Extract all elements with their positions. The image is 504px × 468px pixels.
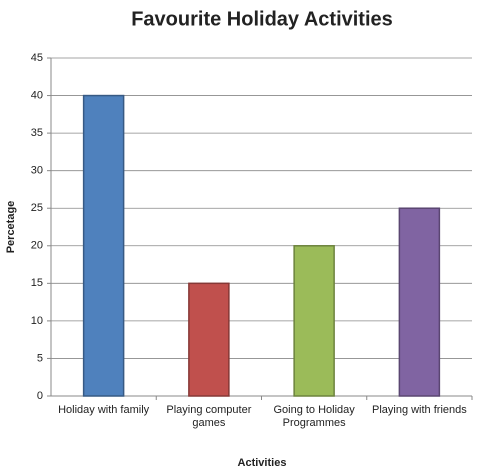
bar <box>398 207 441 397</box>
y-axis-title: Percetage <box>5 201 17 254</box>
y-tick-label: 20 <box>31 240 43 252</box>
x-tick-label: Holiday with family <box>58 404 150 416</box>
bar <box>293 245 335 397</box>
chart-title: Favourite Holiday Activities <box>131 8 393 30</box>
x-axis-title: Activities <box>238 457 287 468</box>
x-tick-label: Playing computer games <box>166 404 252 429</box>
bar <box>188 282 230 397</box>
x-tick-label: Playing with friends <box>371 404 467 416</box>
bar <box>82 94 125 397</box>
y-tick-label: 5 <box>37 352 43 364</box>
y-tick-label: 10 <box>31 315 43 327</box>
y-tick-label: 15 <box>31 277 43 289</box>
x-tick-label: Going to Holiday Programmes <box>273 404 355 429</box>
y-tick-label: 45 <box>31 52 43 64</box>
y-tick-label: 40 <box>31 89 43 101</box>
y-tick-label: 35 <box>31 127 43 139</box>
y-tick-label: 30 <box>31 165 43 177</box>
y-tick-label: 25 <box>31 202 43 214</box>
y-tick-label: 0 <box>37 390 43 402</box>
